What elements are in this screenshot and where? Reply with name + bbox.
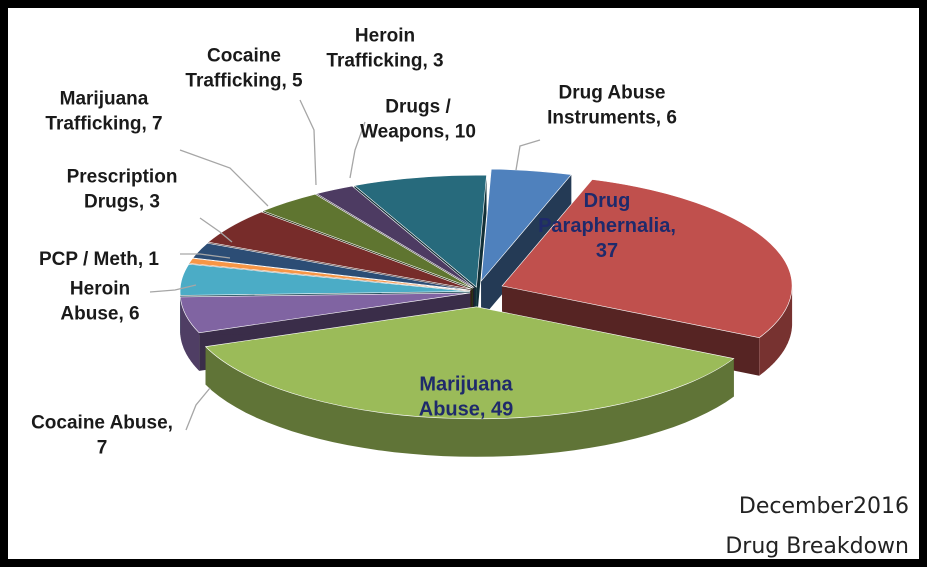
slice-label-drug-abuse-instruments: Drug Abuse Instruments, 6 [547, 83, 677, 129]
slice-label-drugs-weapons: Drugs / Weapons, 10 [360, 97, 476, 143]
slice-cocaine-abuse [180, 292, 471, 334]
slice-marijuana-trafficking [207, 211, 472, 290]
slice-drug-abuse-instruments [480, 168, 572, 282]
slice-labels: Drug Abuse Instruments, 6 Drug Paraphernali… [31, 26, 677, 459]
leader-line-3 [185, 387, 211, 431]
slice-label-prescription-drugs: Prescription Drugs, 3 [67, 167, 178, 213]
leader-line-9 [349, 121, 366, 179]
slice-label-cocaine-abuse: Cocaine Abuse, 7 [31, 413, 173, 459]
slice-label-cocaine-trafficking: Cocaine Trafficking, 5 [185, 46, 303, 92]
pie-tops [179, 168, 793, 420]
slice-marijuana-abuse [204, 306, 735, 420]
caption-line-2: Drug Breakdown [725, 534, 909, 559]
slice-drugs-weapons [353, 174, 487, 288]
leader-line-4 [149, 284, 197, 293]
leader-line-5 [180, 253, 231, 259]
slice-rim-2 [205, 346, 734, 457]
leader-line-6 [199, 217, 233, 243]
slice-drug-paraphernalia [501, 179, 793, 339]
leader-lines [149, 99, 541, 431]
slice-rim-1 [759, 285, 793, 376]
slice-wall-10-1 [476, 175, 487, 326]
slice-pcp-meth [188, 258, 471, 291]
slice-prescription-drugs [192, 242, 471, 291]
slice-wall-0-1 [481, 174, 572, 320]
slice-rim-3 [180, 296, 200, 371]
caption-line-1: December2016 [739, 494, 909, 519]
slice-heroin-abuse [179, 263, 471, 296]
leader-line-8 [299, 99, 317, 186]
slice-label-marijuana-trafficking: Marijuana Trafficking, 7 [45, 89, 162, 135]
slice-label-marijuana-abuse: Marijuana Abuse, 49 [419, 374, 514, 421]
slice-cocaine-trafficking [262, 193, 474, 289]
slice-label-heroin-trafficking: Heroin Trafficking, 3 [326, 26, 443, 72]
slice-label-pcp-meth: PCP / Meth, 1 [39, 249, 159, 270]
slice-label-heroin-abuse: Heroin Abuse, 6 [60, 279, 139, 325]
slice-label-drug-paraphernalia: Drug Paraphernalia, 37 [538, 190, 676, 262]
leader-line-7 [179, 149, 269, 207]
slice-heroin-trafficking [315, 185, 475, 288]
leader-line-0 [515, 139, 541, 171]
